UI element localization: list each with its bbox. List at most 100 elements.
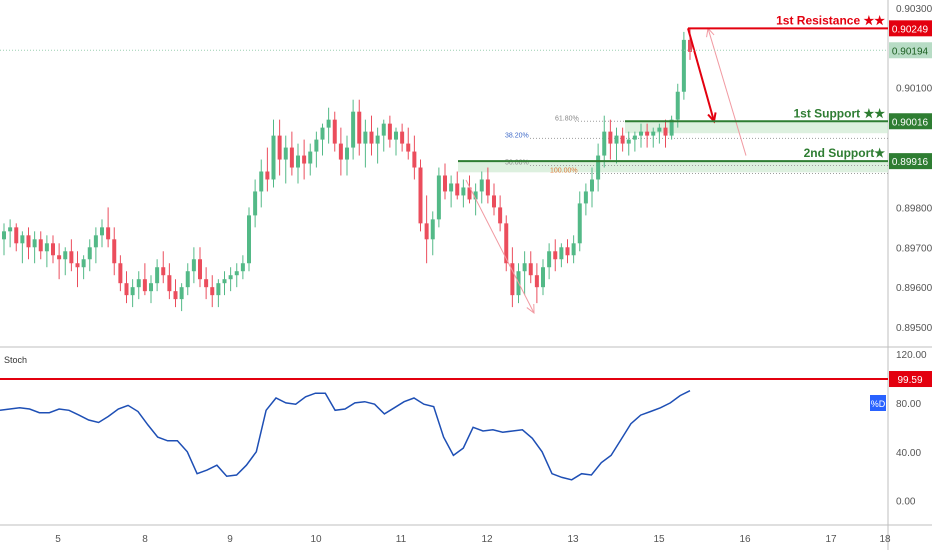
candle-body [44, 243, 49, 252]
candle-body [106, 227, 111, 240]
candle-body [620, 135, 625, 144]
candle-body [283, 147, 288, 160]
candle-body [406, 143, 411, 152]
candle-body [651, 131, 656, 136]
candle-body [369, 131, 374, 144]
candle-body [492, 195, 496, 208]
time-tick-label: 15 [653, 534, 665, 545]
candle-body [75, 263, 80, 268]
stoch-d-line [0, 390, 691, 481]
candle-body [142, 279, 147, 292]
candle-body [553, 251, 558, 260]
candle-body [118, 263, 123, 284]
time-tick-label: 18 [879, 534, 891, 545]
candle-body [559, 247, 564, 260]
candle-body [363, 131, 368, 144]
candle-body [565, 247, 570, 256]
price-tick-label: 0.89500 [896, 323, 932, 334]
candle-body [400, 131, 405, 144]
candle-body [608, 131, 613, 144]
candle-body [675, 91, 680, 120]
candle-body [124, 283, 129, 296]
level-label: 1st Resistance ★★ [776, 13, 885, 27]
time-tick-label: 11 [396, 534, 407, 545]
arrow-shaft [687, 28, 715, 122]
arrow-annotations [465, 27, 747, 315]
level-price-tag-label: 0.90016 [892, 117, 929, 128]
price-tick-label: 0.89600 [896, 283, 932, 294]
candle-body [155, 267, 160, 284]
candle-body [63, 251, 68, 260]
candle-body [522, 263, 527, 272]
support-zone-1 [625, 121, 888, 134]
candle-body [289, 147, 294, 168]
candle-body [681, 39, 686, 92]
support-zone-2 [458, 161, 888, 173]
candle-body [93, 235, 98, 248]
candle-body [57, 255, 62, 260]
secondary-arrow [706, 27, 747, 156]
arrow-shaft [707, 28, 747, 156]
candle-body [14, 227, 19, 244]
candle-body [234, 271, 239, 276]
candle-body [32, 239, 37, 248]
level-price-tag [889, 153, 932, 170]
candle-body [204, 279, 209, 288]
stoch-level-tag-label: 99.59 [897, 375, 922, 386]
candle-body [338, 143, 343, 160]
time-tick-label: 12 [481, 534, 493, 545]
arrow-head [526, 303, 535, 315]
candle-body [657, 127, 662, 132]
candle-body [112, 239, 117, 264]
candle-body [443, 175, 447, 192]
time-tick-label: 17 [825, 534, 837, 545]
level-price-tag-label: 0.90249 [892, 24, 929, 35]
candle-body [345, 147, 349, 160]
price-tick-label: 0.90100 [896, 84, 932, 95]
time-tick-label: 16 [739, 534, 751, 545]
candle-body [210, 287, 215, 296]
candle-body [253, 191, 258, 216]
candle-body [381, 123, 386, 136]
candle-body [436, 175, 441, 220]
candle-body [8, 227, 13, 232]
candle-body [614, 135, 619, 144]
candle-body [259, 171, 264, 192]
candle-body [320, 127, 325, 140]
candle-body [424, 223, 429, 240]
candle-body [602, 131, 607, 156]
candle-body [577, 203, 582, 244]
candle-body [467, 187, 472, 200]
candle-body [247, 215, 251, 264]
candlestick-series [2, 27, 692, 312]
candle-body [179, 287, 184, 300]
candle-body [645, 131, 650, 136]
candle-body [198, 259, 202, 280]
fib-label: 61.80% [555, 115, 579, 122]
candle-body [191, 259, 196, 272]
stoch-tick-label: 80.00 [896, 399, 921, 410]
candle-body [51, 243, 55, 256]
stoch-series-badge-label: %D [871, 399, 886, 409]
level-price-tag-label: 0.89916 [892, 157, 929, 168]
level-label: 1st Support ★★ [793, 106, 885, 120]
candle-body [81, 259, 86, 268]
price-tick-label: 0.90300 [896, 4, 932, 15]
arrow-shaft [465, 179, 535, 314]
time-tick-label: 8 [142, 534, 148, 545]
candle-body [130, 287, 135, 296]
candle-body [583, 191, 588, 204]
last-price-tag-label: 0.90194 [892, 46, 929, 57]
candle-body [357, 111, 362, 144]
candle-body [412, 151, 417, 168]
candle-body [185, 271, 190, 288]
candle-body [173, 291, 178, 300]
candle-body [167, 275, 172, 292]
candle-body [510, 263, 515, 296]
key-levels: 1st Resistance ★★ 0.90249 1st Support ★★ 0.… [0, 13, 932, 170]
candle-body [26, 235, 31, 248]
candle-body [240, 263, 245, 272]
candle-body [590, 179, 594, 192]
candle-body [326, 119, 331, 128]
